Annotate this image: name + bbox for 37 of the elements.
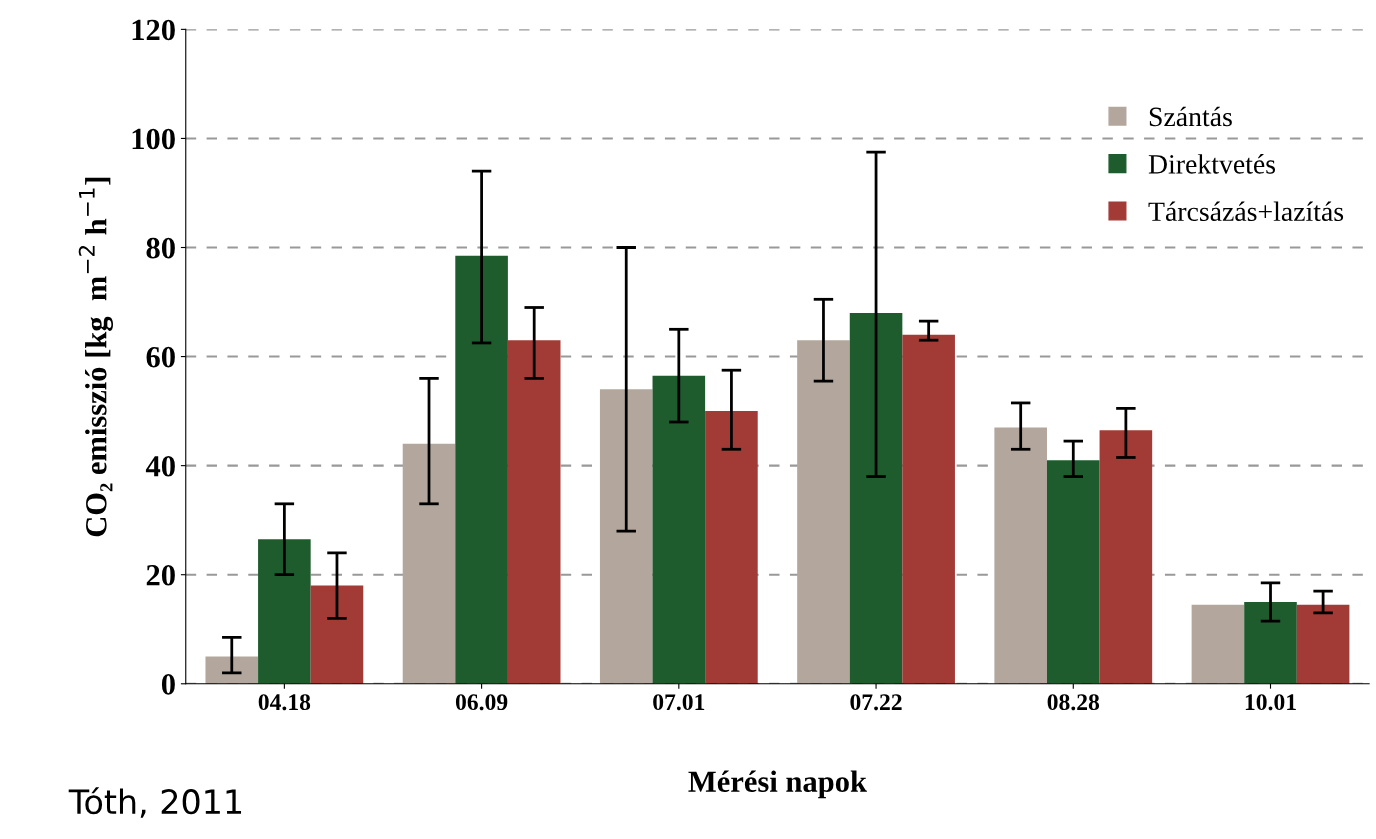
x-axis-title: Mérési napok [688,770,867,799]
legend-label: Tárcsázás+lazítás [1148,201,1344,222]
bar [402,443,456,684]
bar [455,255,508,684]
text: Tóth, 2011 [68,787,242,818]
x-tick-label: 07.22 [850,694,902,711]
y-tick-label: 20 [146,565,175,586]
x-tick-label: 08.28 [1047,694,1100,711]
bar [1099,430,1153,684]
bar [994,427,1047,684]
bar [507,340,561,684]
y-axis-title: CO₂ emisszió [kg m$^{−2}$ h$^{−1}$] [78,177,114,537]
y-tick-label: 60 [146,346,175,368]
y-tick-label: 0 [161,674,175,695]
x-tick-label: 04.18 [258,694,311,711]
x-tick-label: 06.09 [455,694,508,711]
bar [902,334,955,684]
bar [705,411,758,684]
x-tick-label: 10.01 [1245,694,1296,711]
bar [1046,460,1100,684]
bar [849,312,903,684]
bar [258,539,311,684]
x-tick-label: 07.01 [653,694,705,711]
bar [797,340,850,684]
bar [1296,604,1350,684]
y-tick-label: 100 [132,128,175,150]
bar [1191,604,1245,684]
y-tick-label: 120 [132,19,175,41]
bar [310,585,364,684]
bar [1244,601,1297,684]
legend-label: Szántás [1149,106,1232,127]
bar [205,656,259,684]
y-tick-label: 40 [145,455,175,477]
y-tick-label: 80 [146,237,175,259]
legend-label: Direktvetés [1148,154,1276,174]
bar [652,375,706,684]
bar [599,389,653,684]
